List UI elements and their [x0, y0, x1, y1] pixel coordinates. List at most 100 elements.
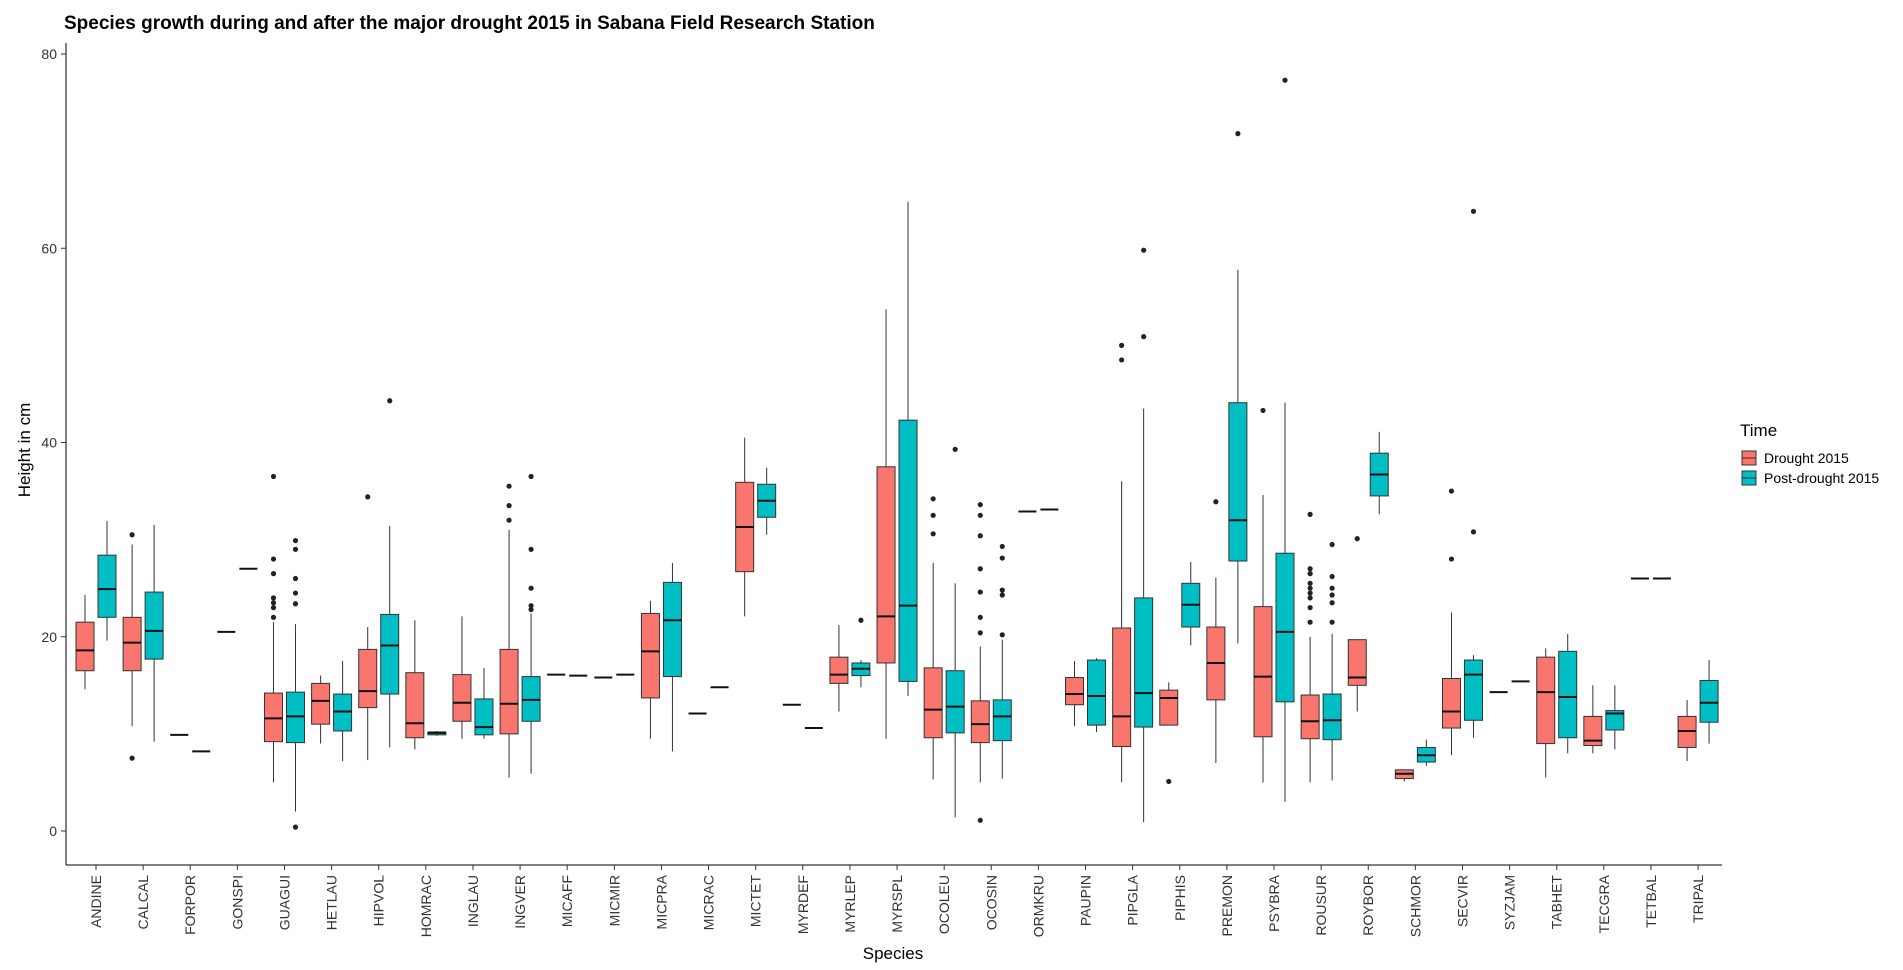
x-tick-label-hipvol: HIPVOL — [371, 875, 387, 927]
box-guagui-post-drought — [285, 537, 305, 830]
box-andine-drought — [75, 594, 95, 690]
box-inglau-drought — [452, 616, 472, 739]
box-iqr — [1558, 650, 1578, 739]
outlier-point — [292, 601, 299, 607]
legend-entry-post-drought: Post-drought 2015 — [1741, 470, 1879, 486]
x-axis-title: Species — [863, 944, 923, 963]
y-tick-label: 20 — [41, 629, 57, 645]
outlier-point — [977, 817, 983, 823]
x-tick-label-myrlep: MYRLEP — [842, 875, 858, 933]
box-tecgra-post-drought — [1605, 685, 1625, 750]
box-iqr — [1322, 693, 1342, 741]
plot-area — [75, 77, 1719, 830]
outlier-point — [292, 824, 299, 830]
outlier-point — [930, 512, 936, 518]
outlier-point — [1166, 778, 1172, 785]
outlier-point — [1141, 334, 1147, 340]
y-tick-label: 80 — [41, 46, 57, 62]
outlier-point — [1141, 247, 1147, 253]
outlier-point — [1307, 595, 1313, 601]
box-pipgla-drought — [1112, 342, 1132, 783]
outlier-point — [999, 543, 1005, 550]
outlier-point — [1282, 77, 1288, 83]
box-micpra-post-drought — [662, 562, 682, 752]
outlier-point — [858, 617, 864, 623]
x-tick-label-micpra: MICPRA — [653, 874, 669, 929]
outlier-point — [1307, 605, 1313, 611]
outlier-point — [977, 589, 983, 595]
box-tripal-post-drought — [1699, 660, 1719, 744]
box-paupin-drought — [1065, 661, 1085, 727]
x-tick-label-tripal: TRIPAL — [1690, 875, 1706, 923]
x-tick-label-micrac: MICRAC — [701, 875, 717, 930]
box-premon-post-drought — [1228, 131, 1248, 644]
box-pipgla-post-drought — [1134, 247, 1154, 823]
y-axis-ticks: 0 20 40 60 80 — [41, 46, 66, 839]
box-iqr — [499, 648, 519, 735]
box-iqr — [1112, 627, 1132, 748]
x-tick-label-homrac: HOMRAC — [418, 875, 434, 937]
box-iqr — [75, 621, 95, 672]
box-hipvol-drought — [358, 494, 378, 761]
x-tick-label-andine: ANDINE — [88, 875, 104, 928]
x-tick-label-premon: PREMON — [1219, 875, 1235, 936]
outlier-point — [292, 590, 299, 596]
box-iqr — [1463, 659, 1483, 721]
box-roybor-drought — [1347, 536, 1367, 712]
outlier-point — [1307, 511, 1313, 517]
outlier-point — [1307, 590, 1313, 596]
box-rousur-drought — [1300, 511, 1320, 783]
outlier-point — [506, 517, 512, 523]
box-myrlep-post-drought — [851, 617, 871, 688]
x-tick-label-syzjam: SYZJAM — [1502, 875, 1518, 930]
box-piphis-post-drought — [1181, 561, 1201, 646]
box-schmor-drought — [1394, 769, 1414, 782]
outlier-point — [977, 614, 983, 620]
legend: Time Drought 2015 Post-drought 2015 — [1740, 421, 1879, 486]
outlier-point — [1260, 407, 1266, 414]
box-iqr — [97, 554, 117, 618]
outlier-point — [952, 446, 958, 452]
x-tick-label-piphis: PIPHIS — [1172, 875, 1188, 921]
x-tick-label-ingver: INGVER — [512, 875, 528, 929]
box-iqr — [1583, 715, 1603, 747]
outlier-point — [1307, 580, 1313, 586]
box-piphis-drought — [1159, 682, 1179, 785]
box-hetlau-post-drought — [333, 661, 353, 762]
box-iqr — [876, 466, 896, 664]
box-tripal-drought — [1677, 699, 1697, 762]
x-tick-label-ormkru: ORMKRU — [1030, 875, 1046, 937]
box-iqr — [1065, 677, 1085, 706]
box-homrac-drought — [405, 620, 425, 750]
outlier-point — [1213, 499, 1219, 505]
box-hetlau-drought — [311, 675, 331, 744]
outlier-point — [270, 595, 277, 601]
box-iqr — [1159, 689, 1179, 726]
outlier-point — [528, 473, 534, 480]
outlier-point — [292, 537, 299, 544]
x-tick-label-micmir: MICMIR — [606, 875, 622, 926]
outlier-point — [1329, 619, 1335, 625]
outlier-point — [1307, 566, 1313, 572]
y-tick-label: 60 — [41, 240, 57, 256]
box-iqr — [1134, 597, 1154, 728]
outlier-point — [1329, 600, 1335, 606]
box-iqr — [1087, 659, 1107, 726]
box-tabhet-post-drought — [1558, 633, 1578, 754]
outlier-point — [1329, 541, 1335, 548]
box-andine-post-drought — [97, 521, 117, 641]
outlier-point — [1235, 131, 1241, 137]
box-iqr — [311, 682, 331, 725]
box-iqr — [1441, 678, 1461, 729]
legend-label-drought: Drought 2015 — [1764, 450, 1849, 466]
outlier-point — [977, 566, 983, 572]
legend-entry-drought: Drought 2015 — [1741, 450, 1849, 466]
outlier-point — [930, 496, 936, 502]
chart-title: Species growth during and after the majo… — [64, 13, 875, 34]
outlier-point — [528, 606, 534, 613]
outlier-point — [129, 755, 135, 761]
legend-label-post-drought: Post-drought 2015 — [1764, 470, 1879, 486]
x-tick-label-rousur: ROUSUR — [1313, 875, 1329, 936]
outlier-point — [129, 532, 135, 538]
outlier-point — [1329, 592, 1335, 598]
